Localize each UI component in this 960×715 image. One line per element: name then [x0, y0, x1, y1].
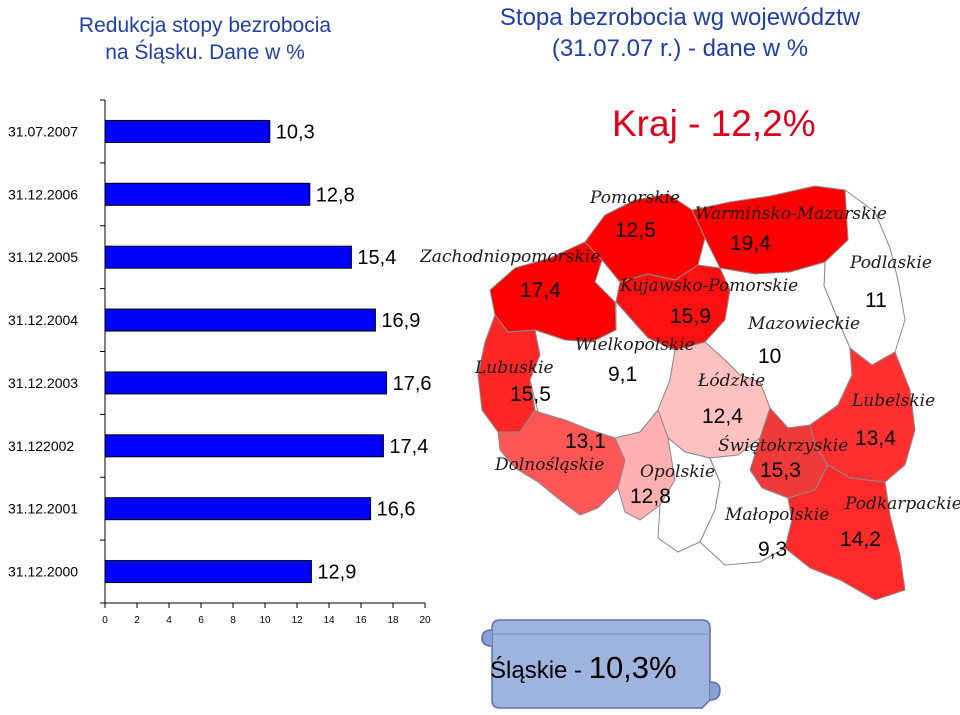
label-kujawsko-name: Kujawsko-Pomorskie	[619, 276, 798, 296]
label-malopolskie-name: Małopolskie	[724, 505, 829, 525]
label-zachodniopomorskie-value: 17,4	[520, 279, 561, 302]
label-malopolskie-value: 9,3	[758, 538, 787, 561]
slaskie-scroll-banner	[481, 619, 721, 709]
x-tick-label: 4	[166, 615, 172, 626]
label-lubuskie-value: 15,5	[510, 383, 551, 406]
map-labels: Pomorskie 12,5 Warmińsko-Mazurskie 19,4 …	[420, 188, 960, 561]
label-lubelskie-name: Lubelskie	[851, 391, 935, 411]
slaskie-rate-label: Śląskie - 10,3%	[490, 650, 677, 686]
bar-chart-bars: 31.07.2007 10,3 31.12.2006 12,8 31.12.2005 15…	[8, 119, 432, 584]
bar	[104, 434, 384, 458]
poland-map: Pomorskie 12,5 Warmińsko-Mazurskie 19,4 …	[420, 185, 960, 601]
bar	[104, 308, 376, 332]
bar-value-label: 15,4	[357, 247, 396, 269]
bar	[104, 182, 311, 206]
label-warminsko-name: Warmińsko-Mazurskie	[695, 204, 887, 224]
bar-value-label: 10,3	[276, 121, 315, 143]
bar-value-label: 17,4	[389, 436, 428, 458]
bar-value-label: 16,6	[377, 499, 416, 521]
label-lodzkie-value: 12,4	[702, 405, 743, 428]
bar	[104, 371, 388, 395]
x-tick-label: 10	[259, 615, 271, 626]
bar-value-label: 16,9	[381, 310, 420, 332]
label-opolskie-value: 12,8	[630, 485, 671, 508]
bar-chart: 0 2 4 6 8 10 12 14 16 18 20 31.07.2007 10,3 31.12.20…	[8, 99, 432, 626]
x-tick-label: 2	[134, 615, 140, 626]
map-title-line-1: Stopa bezrobocia wg województw	[499, 4, 861, 31]
category-label: 31.07.2007	[8, 123, 78, 139]
label-mazowieckie-name: Mazowieckie	[747, 314, 860, 334]
label-dolnoslaskie-name: Dolnośląskie	[494, 455, 604, 475]
x-tick-label: 12	[291, 615, 303, 626]
bar-value-label: 12,8	[316, 184, 355, 206]
x-tick-label: 8	[230, 615, 236, 626]
x-tick-label: 0	[102, 615, 108, 626]
label-lubuskie-name: Lubuskie	[474, 358, 554, 378]
label-dolnoslaskie-value: 13,1	[565, 430, 606, 453]
label-pomorskie-name: Pomorskie	[589, 188, 680, 208]
bar	[104, 560, 312, 584]
label-podkarpackie-value: 14,2	[840, 528, 881, 551]
bar-chart-title-line-1: Redukcja stopy bezrobocia	[78, 14, 332, 37]
region-podkarpackie	[784, 464, 906, 601]
bar-value-label: 17,6	[393, 373, 432, 395]
slaskie-rate-name: Śląskie -	[490, 657, 589, 684]
category-label: 31.12.2004	[8, 312, 78, 328]
national-rate-label: Kraj - 12,2%	[612, 103, 816, 144]
x-tick-label: 18	[387, 615, 399, 626]
bar	[104, 245, 352, 269]
map-title: Stopa bezrobocia wg województw (31.07.07…	[455, 2, 905, 64]
label-podlaskie-value: 11	[865, 289, 887, 312]
bar-chart-title-line-2: na Śląsku. Dane w %	[105, 41, 305, 64]
region-pomorskie	[584, 193, 706, 283]
label-lubelskie-value: 13,4	[855, 427, 896, 450]
label-lodzkie-name: Łódzkie	[697, 371, 765, 391]
bar-value-label: 12,9	[317, 562, 356, 584]
label-wielkopolskie-name: Wielkopolskie	[575, 335, 695, 355]
label-mazowieckie-value: 10	[758, 345, 781, 368]
label-swietokrzyskie-name: Świętokrzyskie	[718, 435, 848, 456]
bar-chart-axes: 0 2 4 6 8 10 12 14 16 18 20	[100, 99, 431, 626]
x-tick-label: 20	[419, 615, 431, 626]
label-pomorskie-value: 12,5	[615, 219, 656, 242]
category-label: 31.12.2000	[8, 564, 78, 580]
label-opolskie-name: Opolskie	[640, 462, 715, 482]
bar	[104, 497, 372, 521]
label-podkarpackie-name: Podkarpackie	[844, 494, 960, 514]
x-tick-label: 16	[355, 615, 367, 626]
label-podlaskie-name: Podlaskie	[849, 253, 932, 273]
label-kujawsko-value: 15,9	[670, 305, 711, 328]
category-label: 31.12.2001	[8, 501, 78, 517]
bar	[104, 119, 271, 143]
x-tick-label: 14	[323, 615, 335, 626]
bar-chart-title: Redukcja stopy bezrobocia na Śląsku. Dan…	[40, 12, 370, 66]
label-swietokrzyskie-value: 15,3	[760, 459, 801, 482]
category-label: 31.12.2006	[8, 186, 78, 202]
map-regions	[477, 185, 916, 601]
label-zachodniopomorskie-name: Zachodniopomorskie	[420, 247, 600, 267]
slaskie-rate-value: 10,3%	[588, 650, 677, 685]
category-label: 31.12.2005	[8, 249, 78, 265]
map-title-line-2: (31.07.07 r.) - dane w %	[551, 35, 809, 62]
category-label: 31.12.2003	[8, 375, 78, 391]
x-tick-label: 6	[198, 615, 204, 626]
category-label: 31.122002	[8, 438, 74, 454]
label-warminsko-value: 19,4	[730, 232, 771, 255]
label-wielkopolskie-value: 9,1	[608, 363, 637, 386]
